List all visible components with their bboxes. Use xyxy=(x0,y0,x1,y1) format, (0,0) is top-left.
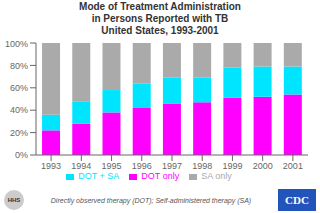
svg-text:1993: 1993 xyxy=(41,161,61,171)
html-text:DOT only: DOT only xyxy=(141,171,180,181)
html-text:HHS: HHS xyxy=(7,197,21,203)
svg-text:1998: 1998 xyxy=(192,161,212,171)
svg-text:60%: 60% xyxy=(10,83,28,93)
svg-text:1994: 1994 xyxy=(71,161,91,171)
html-text:Directly observed therapy (DOT: Directly observed therapy (DOT); Self-ad… xyxy=(50,196,252,204)
svg-text:1999: 1999 xyxy=(222,161,242,171)
svg-text:1996: 1996 xyxy=(132,161,152,171)
svg-text:100%: 100% xyxy=(8,39,28,49)
svg-text:2000: 2000 xyxy=(253,161,273,171)
html-text:CDC: CDC xyxy=(285,194,309,206)
svg-text:1997: 1997 xyxy=(162,161,182,171)
html-text:SA only: SA only xyxy=(201,171,232,181)
svg-text:80%: 80% xyxy=(10,61,28,71)
html-text:in Persons Reported with TB: in Persons Reported with TB xyxy=(91,13,229,24)
svg-text:20%: 20% xyxy=(10,128,28,138)
svg-text:1995: 1995 xyxy=(102,161,122,171)
svg-text:2001: 2001 xyxy=(283,161,303,171)
html-text:DOT + SA: DOT + SA xyxy=(78,171,120,181)
svg-text:0%: 0% xyxy=(15,150,28,160)
html-text:United States, 1993-2001: United States, 1993-2001 xyxy=(101,25,219,36)
html-text:Mode of Treatment Administrati: Mode of Treatment Administration xyxy=(79,1,241,12)
svg-text:40%: 40% xyxy=(10,105,28,115)
